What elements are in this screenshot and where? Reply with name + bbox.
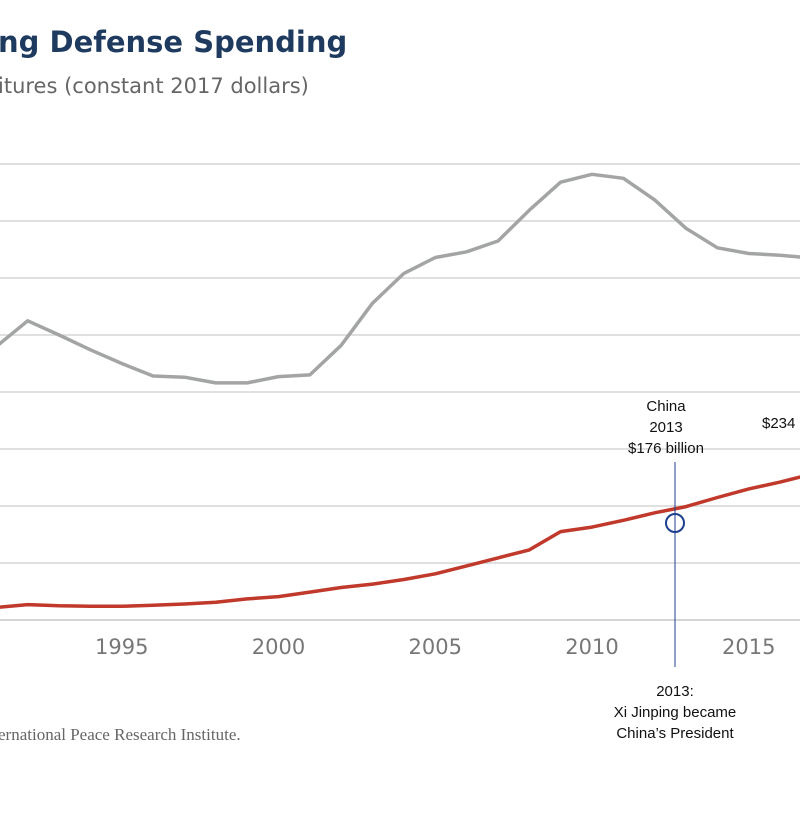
annotation-china-2013-line: China [646,398,686,415]
chart-title: ng Defense Spending [0,25,347,59]
chart-subtitle: itures (constant 2017 dollars) [0,74,309,98]
annotation-china-2013-line: $176 billion [628,440,704,457]
gridlines [0,163,800,621]
series-line-gray [0,172,800,385]
x-axis-ticks: 1995 2000 2005 2010 2015 [95,635,775,659]
x-tick-label: 1995 [95,635,148,659]
x-tick-label: 2000 [252,635,305,659]
china-2013-marker [665,513,685,533]
x-tick-label: 2005 [409,635,462,659]
source-note: ernational Peace Research Institute. [0,725,241,744]
series-lines [0,172,800,609]
x-tick-label: 2015 [722,635,775,659]
annotations: China 2013 $176 billion $234 2013: Xi Jinping… [614,398,796,742]
annotation-xi-jinping-line: Xi Jinping became [614,704,737,721]
annotation-xi-jinping-line: China’s President [616,725,734,742]
annotation-value-234-line: $234 [762,415,795,432]
annotation-china-2013-line: 2013 [649,419,682,436]
annotation-xi-jinping-line: 2013: [656,683,694,700]
x-tick-label: 2010 [565,635,618,659]
annotation-markers [665,462,685,667]
series-line-red [0,475,800,609]
